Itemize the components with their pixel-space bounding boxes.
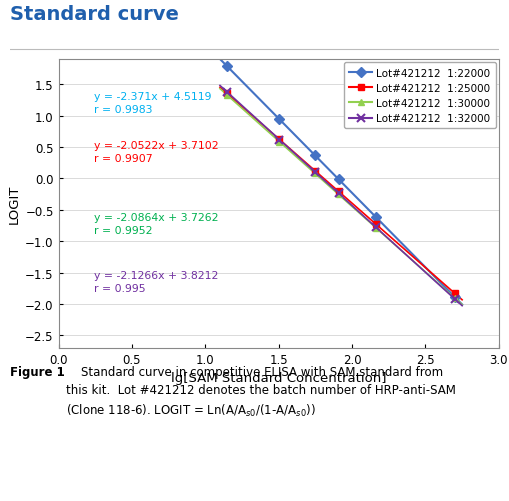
Text: y = -2.0522x + 3.7102
r = 0.9907: y = -2.0522x + 3.7102 r = 0.9907 — [94, 141, 218, 164]
Lot#421212  1:32000 — [276, 137, 282, 143]
Text: Standard curve: Standard curve — [10, 5, 179, 24]
Lot#421212  1:30000 — [312, 171, 318, 177]
Lot#421212  1:22000 — [373, 214, 379, 220]
Line: Lot#421212  1:22000: Lot#421212 1:22000 — [223, 63, 458, 301]
Line: Lot#421212  1:25000: Lot#421212 1:25000 — [223, 91, 458, 297]
Lot#421212  1:30000 — [335, 192, 342, 198]
Lot#421212  1:32000 — [373, 224, 379, 230]
Legend: Lot#421212  1:22000, Lot#421212  1:25000, Lot#421212  1:30000, Lot#421212  1:320: Lot#421212 1:22000, Lot#421212 1:25000, … — [344, 63, 496, 129]
Lot#421212  1:22000 — [223, 64, 230, 70]
Lot#421212  1:25000 — [335, 189, 342, 195]
X-axis label: lg[SAM Standard Concentration]: lg[SAM Standard Concentration] — [171, 372, 386, 385]
Line: Lot#421212  1:32000: Lot#421212 1:32000 — [222, 88, 459, 304]
Lot#421212  1:32000 — [223, 89, 230, 95]
Lot#421212  1:22000 — [312, 153, 318, 159]
Text: y = -2.0864x + 3.7262
r = 0.9952: y = -2.0864x + 3.7262 r = 0.9952 — [94, 213, 218, 236]
Lot#421212  1:22000 — [451, 294, 458, 300]
Lot#421212  1:30000 — [223, 93, 230, 99]
Y-axis label: LOGIT: LOGIT — [8, 184, 21, 224]
Lot#421212  1:30000 — [451, 296, 458, 302]
Lot#421212  1:30000 — [276, 139, 282, 145]
Lot#421212  1:22000 — [335, 177, 342, 183]
Line: Lot#421212  1:30000: Lot#421212 1:30000 — [223, 92, 458, 302]
Lot#421212  1:25000 — [223, 91, 230, 97]
Lot#421212  1:25000 — [451, 291, 458, 297]
Text: Figure 1: Figure 1 — [10, 365, 65, 378]
Lot#421212  1:32000 — [312, 170, 318, 176]
Lot#421212  1:32000 — [451, 296, 458, 302]
Lot#421212  1:25000 — [276, 137, 282, 143]
Lot#421212  1:25000 — [373, 221, 379, 227]
Lot#421212  1:25000 — [312, 168, 318, 174]
Text: y = -2.371x + 4.5119
r = 0.9983: y = -2.371x + 4.5119 r = 0.9983 — [94, 92, 211, 115]
Lot#421212  1:30000 — [373, 225, 379, 231]
Text: Standard curve in competitive ELISA with SAM standard from
this kit.  Lot #42121: Standard curve in competitive ELISA with… — [66, 365, 456, 418]
Lot#421212  1:32000 — [335, 191, 342, 197]
Lot#421212  1:22000 — [276, 117, 282, 123]
Text: y = -2.1266x + 3.8212
r = 0.995: y = -2.1266x + 3.8212 r = 0.995 — [94, 271, 218, 294]
